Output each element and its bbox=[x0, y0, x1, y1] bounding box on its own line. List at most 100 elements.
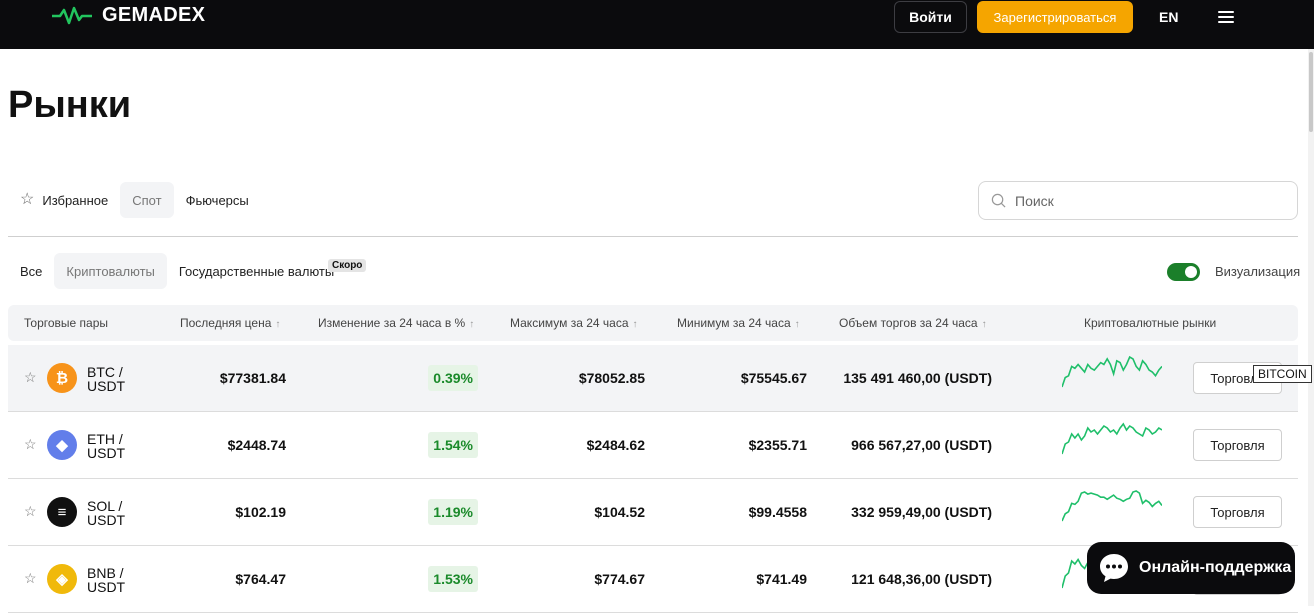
change-badge: 1.54% bbox=[428, 432, 478, 458]
pair-quote: USDT bbox=[87, 378, 126, 394]
pair-quote: USDT bbox=[87, 445, 126, 461]
column-header-label: Максимум за 24 часа bbox=[510, 316, 629, 330]
change-badge: 0.39% bbox=[428, 365, 478, 391]
pair-name[interactable]: BTC / USDT bbox=[87, 365, 125, 393]
last-price: $2448.74 bbox=[227, 437, 286, 453]
scrollbar-thumb[interactable] bbox=[1309, 52, 1313, 132]
column-header-pair: Торговые пары bbox=[24, 316, 109, 330]
market-type-tabs: ☆ Избранное Спот Фьючерсы bbox=[20, 182, 261, 218]
pair-quote: USDT bbox=[87, 512, 126, 528]
tab-favorites[interactable]: ☆ Избранное bbox=[20, 182, 120, 218]
last-price: $764.47 bbox=[235, 571, 286, 587]
trade-button[interactable]: Торговля bbox=[1193, 429, 1282, 461]
table-row[interactable]: ☆ ≡ SOL / USDT $102.19 1.19% $104.52 $99… bbox=[8, 479, 1298, 546]
sparkline-chart bbox=[1062, 422, 1162, 455]
sort-arrow-icon: ↑ bbox=[632, 319, 638, 330]
bitcoin-icon: ₿ bbox=[47, 363, 77, 393]
volume: 135 491 460,00 (USDT) bbox=[843, 370, 992, 386]
star-icon: ☆ bbox=[20, 191, 35, 208]
sort-arrow-icon: ↑ bbox=[794, 319, 800, 330]
tab-all[interactable]: Все bbox=[20, 263, 43, 279]
tab-spot[interactable]: Спот bbox=[120, 182, 174, 218]
pair-base: SOL / bbox=[87, 498, 123, 514]
sparkline-line bbox=[1062, 490, 1162, 522]
page-title: Рынки bbox=[8, 84, 132, 126]
search-input[interactable] bbox=[1015, 192, 1275, 209]
column-header-markets: Криптовалютные рынки bbox=[1084, 316, 1217, 330]
low-price: $99.4558 bbox=[748, 504, 807, 520]
sparkline-chart bbox=[1062, 490, 1162, 522]
column-header-label: Объем торгов за 24 часа bbox=[839, 316, 978, 330]
last-price: $102.19 bbox=[235, 504, 286, 520]
change-badge: 1.19% bbox=[428, 499, 478, 525]
column-header-low[interactable]: Минимум за 24 часа ↑ bbox=[677, 316, 800, 330]
online-support-button[interactable]: Онлайн-поддержка bbox=[1087, 542, 1295, 594]
pair-name[interactable]: ETH / USDT bbox=[87, 432, 125, 460]
logo-text: GEMADEX bbox=[102, 4, 206, 26]
column-header-change[interactable]: Изменение за 24 часа в % ↑ bbox=[318, 316, 474, 330]
login-button[interactable]: Войти bbox=[894, 1, 967, 33]
support-label: Онлайн-поддержка bbox=[1139, 559, 1292, 576]
search-icon bbox=[991, 193, 1006, 208]
binance-icon: ◈ bbox=[47, 564, 77, 594]
pair-quote: USDT bbox=[87, 579, 126, 595]
sort-arrow-icon: ↑ bbox=[469, 319, 475, 330]
pair-base: BTC / bbox=[87, 364, 123, 380]
sparkline-line bbox=[1062, 355, 1162, 388]
pair-base: BNB / bbox=[87, 565, 124, 581]
sort-arrow-icon: ↑ bbox=[275, 319, 281, 330]
sparkline-chart bbox=[1062, 355, 1162, 388]
top-navigation-bar: GEMADEX Войти Зарегистрироваться EN bbox=[0, 0, 1314, 49]
favorite-star-icon[interactable]: ☆ bbox=[24, 369, 37, 385]
language-selector[interactable]: EN bbox=[1159, 9, 1179, 25]
high-price: $78052.85 bbox=[578, 370, 645, 386]
visualization-label: Визуализация bbox=[1215, 264, 1301, 279]
search-box[interactable] bbox=[978, 181, 1298, 220]
volume: 966 567,27,00 (USDT) bbox=[851, 437, 992, 453]
coming-soon-badge: Скоро bbox=[328, 259, 367, 272]
low-price: $741.49 bbox=[756, 571, 807, 587]
volume: 121 648,36,00 (USDT) bbox=[851, 571, 992, 587]
high-price: $2484.62 bbox=[586, 437, 645, 453]
high-price: $104.52 bbox=[594, 504, 645, 520]
table-header: Торговые пары Последняя цена ↑ Изменение … bbox=[8, 305, 1298, 341]
pair-name[interactable]: SOL / USDT bbox=[87, 499, 125, 527]
table-row[interactable]: ☆ ₿ BTC / USDT $77381.84 0.39% $78052.85… bbox=[8, 345, 1298, 412]
last-price: $77381.84 bbox=[219, 370, 286, 386]
tooltip: BITCOIN bbox=[1253, 365, 1312, 383]
scrollbar-track[interactable] bbox=[1308, 49, 1314, 606]
ethereum-icon: ◆ bbox=[47, 430, 77, 460]
table-row[interactable]: ☆ ◆ ETH / USDT $2448.74 1.54% $2484.62 $… bbox=[8, 412, 1298, 479]
favorite-star-icon[interactable]: ☆ bbox=[24, 436, 37, 452]
sparkline-line bbox=[1062, 422, 1162, 455]
tab-crypto[interactable]: Криптовалюты bbox=[54, 253, 167, 289]
favorite-star-icon[interactable]: ☆ bbox=[24, 570, 37, 586]
sort-arrow-icon: ↑ bbox=[981, 319, 987, 330]
chat-bubble-icon bbox=[1100, 554, 1128, 582]
solana-icon: ≡ bbox=[47, 497, 77, 527]
volume: 332 959,49,00 (USDT) bbox=[851, 504, 992, 520]
column-header-label: Последняя цена bbox=[180, 316, 272, 330]
visualization-toggle[interactable] bbox=[1167, 263, 1200, 281]
column-header-high[interactable]: Максимум за 24 часа ↑ bbox=[510, 316, 638, 330]
change-badge: 1.53% bbox=[428, 566, 478, 592]
divider bbox=[8, 236, 1298, 237]
column-header-label: Минимум за 24 часа bbox=[677, 316, 791, 330]
logo[interactable]: GEMADEX bbox=[52, 4, 205, 27]
tab-favorites-label: Избранное bbox=[42, 192, 109, 208]
pair-base: ETH / bbox=[87, 431, 123, 447]
tab-fiat[interactable]: Государственные валюты bbox=[178, 263, 335, 279]
column-header-label: Изменение за 24 часа в % bbox=[318, 316, 466, 330]
tab-futures[interactable]: Фьючерсы bbox=[185, 192, 249, 208]
favorite-star-icon[interactable]: ☆ bbox=[24, 503, 37, 519]
pulse-logo-icon bbox=[52, 6, 92, 24]
register-button[interactable]: Зарегистрироваться bbox=[977, 1, 1133, 33]
pair-name[interactable]: BNB / USDT bbox=[87, 566, 125, 594]
trade-button[interactable]: Торговля bbox=[1193, 496, 1282, 528]
menu-icon[interactable] bbox=[1218, 11, 1234, 23]
column-header-last-price[interactable]: Последняя цена ↑ bbox=[180, 316, 280, 330]
low-price: $75545.67 bbox=[740, 370, 807, 386]
category-tabs: Все Криптовалюты Государственные валюты bbox=[8, 253, 346, 289]
column-header-volume[interactable]: Объем торгов за 24 часа ↑ bbox=[839, 316, 987, 330]
low-price: $2355.71 bbox=[748, 437, 807, 453]
